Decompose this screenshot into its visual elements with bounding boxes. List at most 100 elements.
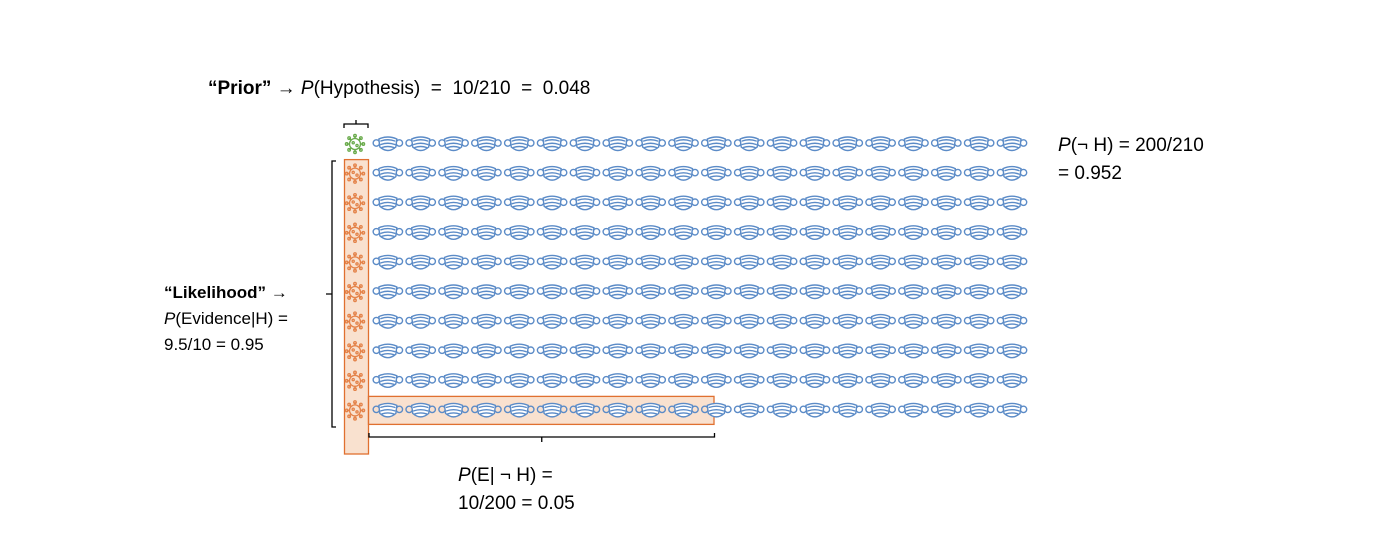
not-h-p: P [1058, 135, 1071, 156]
mask-icon [832, 254, 864, 270]
mask-icon [832, 195, 864, 211]
mask-icon [635, 373, 667, 388]
mask-icon [372, 165, 404, 181]
mask-icon [602, 165, 634, 181]
mask-icon [733, 284, 765, 300]
mask-icon [438, 343, 469, 359]
mask-icon [536, 284, 568, 300]
mask-icon [536, 195, 568, 211]
mask-icon [930, 195, 962, 211]
mask-icon [602, 313, 634, 329]
mask-icon [898, 195, 929, 211]
mask-icon [930, 313, 962, 329]
mask-icon [503, 225, 535, 240]
mask-icon [766, 195, 798, 211]
mask-icon [372, 225, 404, 240]
mask-icon [405, 195, 437, 211]
mask-icon [766, 136, 798, 152]
mask-icon [898, 165, 929, 181]
mask-icon [930, 165, 962, 181]
mask-icon [963, 373, 995, 388]
mask-icon [832, 225, 864, 240]
mask-icon [733, 313, 765, 329]
mask-icon [372, 195, 404, 211]
mask-icon [865, 136, 896, 152]
mask-icon [470, 225, 502, 240]
mask-icon [602, 136, 634, 152]
prior-bracket [343, 120, 369, 128]
mask-icon [668, 313, 699, 329]
mask-icon [700, 136, 732, 152]
mask-icon [700, 225, 732, 240]
mask-icon [898, 284, 929, 300]
mask-icon [503, 373, 535, 388]
mask-icon [602, 195, 634, 211]
mask-icon [832, 165, 864, 181]
mask-icon [438, 195, 469, 211]
virus-icon [344, 340, 366, 362]
mask-icon [996, 402, 1028, 418]
mask-icon [996, 373, 1028, 388]
mask-icon [898, 136, 929, 152]
mask-icon [865, 225, 896, 240]
mask-icon [668, 284, 699, 300]
mask-icon [503, 313, 535, 329]
mask-icon [996, 195, 1028, 211]
mask-icon [898, 225, 929, 240]
mask-icon [799, 402, 831, 418]
mask-icon [766, 225, 798, 240]
mask-icon [635, 136, 667, 152]
mask-icon [799, 136, 831, 152]
mask-icon [372, 343, 404, 359]
virus-icon [344, 281, 366, 303]
mask-icon [372, 402, 404, 418]
mask-icon [438, 254, 469, 270]
mask-icon [635, 402, 667, 418]
mask-icon [405, 373, 437, 388]
mask-icon [930, 373, 962, 388]
mask-icon [733, 195, 765, 211]
mask-icon [700, 195, 732, 211]
mask-icon [536, 165, 568, 181]
mask-icon [438, 165, 469, 181]
mask-icon [930, 136, 962, 152]
prior-title: “Prior” [208, 78, 272, 99]
mask-icon [766, 343, 798, 359]
mask-icon [569, 373, 601, 388]
mask-icon [503, 195, 535, 211]
mask-icon [865, 195, 896, 211]
mask-icon [503, 165, 535, 181]
prior-label: “Prior” → P(Hypothesis) = 10/210 = 0.048 [208, 75, 590, 103]
mask-icon [668, 402, 699, 418]
not-h-expr: (¬ H) = 200/210 [1070, 135, 1204, 156]
false-alarm-expr: (E| ¬ H) = [470, 465, 553, 486]
mask-icon [635, 284, 667, 300]
mask-icon [766, 284, 798, 300]
not-h-value: = 0.952 [1058, 163, 1122, 184]
mask-icon [438, 136, 469, 152]
mask-icon [470, 284, 502, 300]
mask-icon [569, 402, 601, 418]
mask-icon [963, 343, 995, 359]
mask-icon [569, 343, 601, 359]
mask-icon [865, 313, 896, 329]
not-h-label: P(¬ H) = 200/210 = 0.952 [1058, 132, 1204, 188]
mask-icon [503, 343, 535, 359]
mask-icon [668, 165, 699, 181]
mask-icon [536, 402, 568, 418]
mask-icon [898, 402, 929, 418]
mask-icon [700, 254, 732, 270]
mask-icon [766, 373, 798, 388]
mask-icon [996, 313, 1028, 329]
virus-icon [344, 400, 366, 421]
mask-icon [898, 343, 929, 359]
prior-expr: (Hypothesis) = 10/210 = 0.048 [313, 78, 591, 99]
mask-icon [898, 313, 929, 329]
mask-icon [733, 402, 765, 418]
virus-icon [344, 192, 366, 214]
mask-icon [668, 136, 699, 152]
mask-icon [470, 313, 502, 329]
mask-icon [930, 343, 962, 359]
mask-icon [700, 284, 732, 300]
mask-icon [799, 373, 831, 388]
